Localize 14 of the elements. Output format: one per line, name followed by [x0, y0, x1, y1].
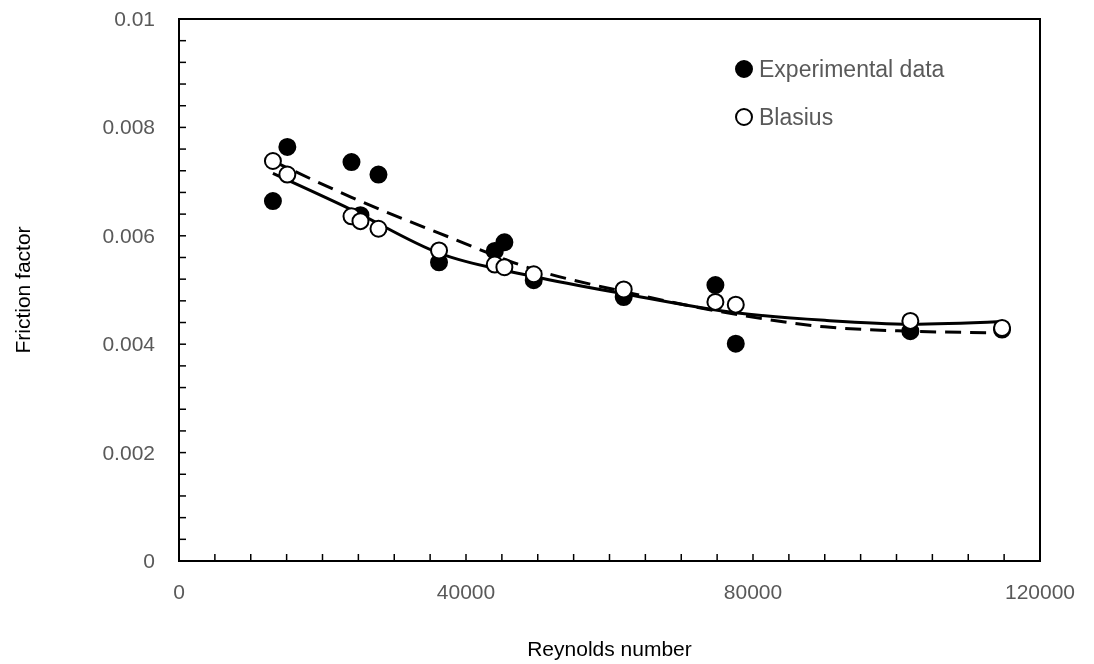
x-axis-title: Reynolds number — [527, 637, 692, 660]
y-tick-label: 0.01 — [114, 7, 155, 30]
y-tick-label: 0.002 — [102, 440, 155, 464]
legend-label: Experimental data — [759, 56, 945, 82]
x-tick-label: 80000 — [723, 580, 783, 603]
y-tick-label: 0.008 — [102, 115, 155, 139]
x-tick-label: 120000 — [1004, 580, 1076, 603]
x-tick-label: 0 — [173, 580, 185, 603]
x-tick-label: 40000 — [436, 580, 496, 603]
y-axis-title: Friction factor — [11, 226, 34, 354]
y-tick-label: 0.004 — [102, 332, 156, 356]
legend-label: Blasius — [759, 104, 834, 130]
y-tick-label: 0 — [143, 549, 155, 572]
y-tick-label: 0.006 — [102, 223, 155, 247]
